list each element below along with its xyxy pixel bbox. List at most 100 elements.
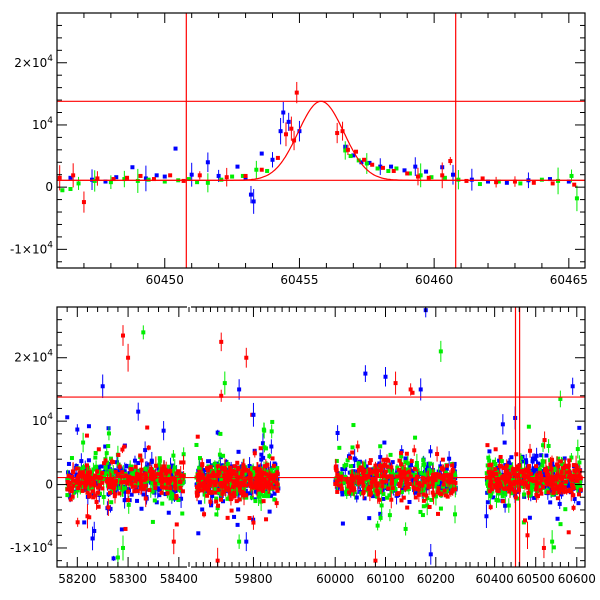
- data-point: [364, 473, 369, 478]
- data-point: [160, 477, 165, 482]
- data-point: [96, 504, 101, 509]
- data-point: [200, 488, 205, 493]
- data-point: [507, 471, 512, 476]
- data-point: [415, 174, 420, 179]
- data-point: [351, 486, 356, 491]
- data-point: [195, 473, 200, 478]
- data-point: [71, 483, 76, 488]
- data-point: [395, 465, 400, 470]
- data-point: [263, 490, 268, 495]
- data-point: [391, 474, 396, 479]
- data-point: [518, 455, 523, 460]
- data-point: [496, 498, 501, 503]
- top-plot-area: [57, 13, 585, 268]
- data-point: [281, 110, 286, 115]
- data-point: [76, 474, 81, 479]
- data-point: [258, 467, 263, 472]
- data-point: [334, 458, 339, 463]
- data-point: [228, 497, 233, 502]
- data-point: [359, 160, 364, 165]
- data-point: [230, 174, 235, 179]
- outlier-point: [558, 396, 563, 401]
- data-point: [68, 175, 73, 180]
- data-point: [356, 461, 361, 466]
- data-point: [96, 485, 101, 490]
- data-point: [335, 430, 340, 435]
- data-point: [119, 474, 124, 479]
- data-point: [229, 508, 234, 513]
- data-point: [215, 506, 220, 511]
- y-tick-label: 2×104: [14, 349, 53, 365]
- data-point: [537, 481, 542, 486]
- data-point: [272, 477, 277, 482]
- x-tick-label: 60100: [366, 572, 404, 586]
- data-point: [162, 179, 167, 184]
- data-point: [451, 172, 455, 177]
- data-point: [385, 464, 390, 469]
- data-point: [259, 481, 264, 486]
- x-tick-label: 58300: [109, 572, 147, 586]
- data-point: [350, 477, 355, 482]
- data-point: [361, 473, 366, 478]
- data-point: [398, 472, 403, 477]
- data-point: [504, 463, 509, 468]
- data-point: [436, 511, 441, 516]
- outlier-point: [237, 539, 242, 544]
- data-point: [383, 469, 388, 474]
- data-point: [442, 488, 447, 493]
- data-point: [378, 468, 383, 473]
- data-point: [512, 479, 517, 484]
- data-point: [577, 460, 582, 465]
- data-point: [413, 164, 418, 169]
- data-point: [116, 479, 121, 484]
- data-point: [571, 505, 576, 510]
- data-point: [493, 462, 498, 467]
- data-point: [487, 489, 492, 494]
- data-point: [485, 443, 490, 448]
- data-point: [372, 468, 377, 473]
- data-point: [491, 473, 496, 478]
- data-point: [503, 480, 508, 485]
- data-point: [241, 464, 246, 469]
- data-point: [108, 506, 113, 511]
- data-point: [378, 511, 383, 516]
- data-point: [452, 463, 457, 468]
- data-point: [181, 460, 186, 465]
- data-point: [403, 456, 408, 461]
- data-point: [103, 458, 108, 463]
- data-point: [106, 431, 111, 436]
- data-point: [538, 488, 543, 493]
- data-point: [566, 179, 571, 184]
- data-point: [544, 478, 549, 483]
- data-point: [154, 173, 159, 178]
- data-point: [357, 476, 362, 481]
- data-point: [421, 458, 426, 463]
- data-point: [532, 469, 537, 474]
- data-point: [126, 489, 131, 494]
- data-point: [237, 497, 242, 502]
- data-point: [259, 167, 264, 172]
- data-point: [534, 473, 539, 478]
- data-point: [125, 175, 130, 180]
- data-point: [559, 470, 564, 475]
- data-point: [216, 503, 221, 508]
- data-point: [153, 481, 158, 486]
- data-point: [571, 493, 576, 498]
- data-point: [142, 487, 147, 492]
- data-point: [385, 457, 390, 462]
- data-point: [76, 486, 81, 491]
- data-point: [239, 480, 244, 485]
- data-point: [337, 445, 342, 450]
- data-point: [522, 473, 527, 478]
- data-point: [189, 172, 194, 177]
- data-point: [180, 481, 185, 486]
- data-point: [404, 451, 409, 456]
- data-point: [143, 483, 148, 488]
- data-point: [429, 175, 434, 180]
- data-point: [501, 474, 506, 479]
- data-point: [413, 495, 418, 500]
- data-point: [551, 545, 556, 550]
- data-point: [572, 497, 577, 502]
- data-point: [416, 470, 421, 475]
- data-point: [561, 466, 566, 471]
